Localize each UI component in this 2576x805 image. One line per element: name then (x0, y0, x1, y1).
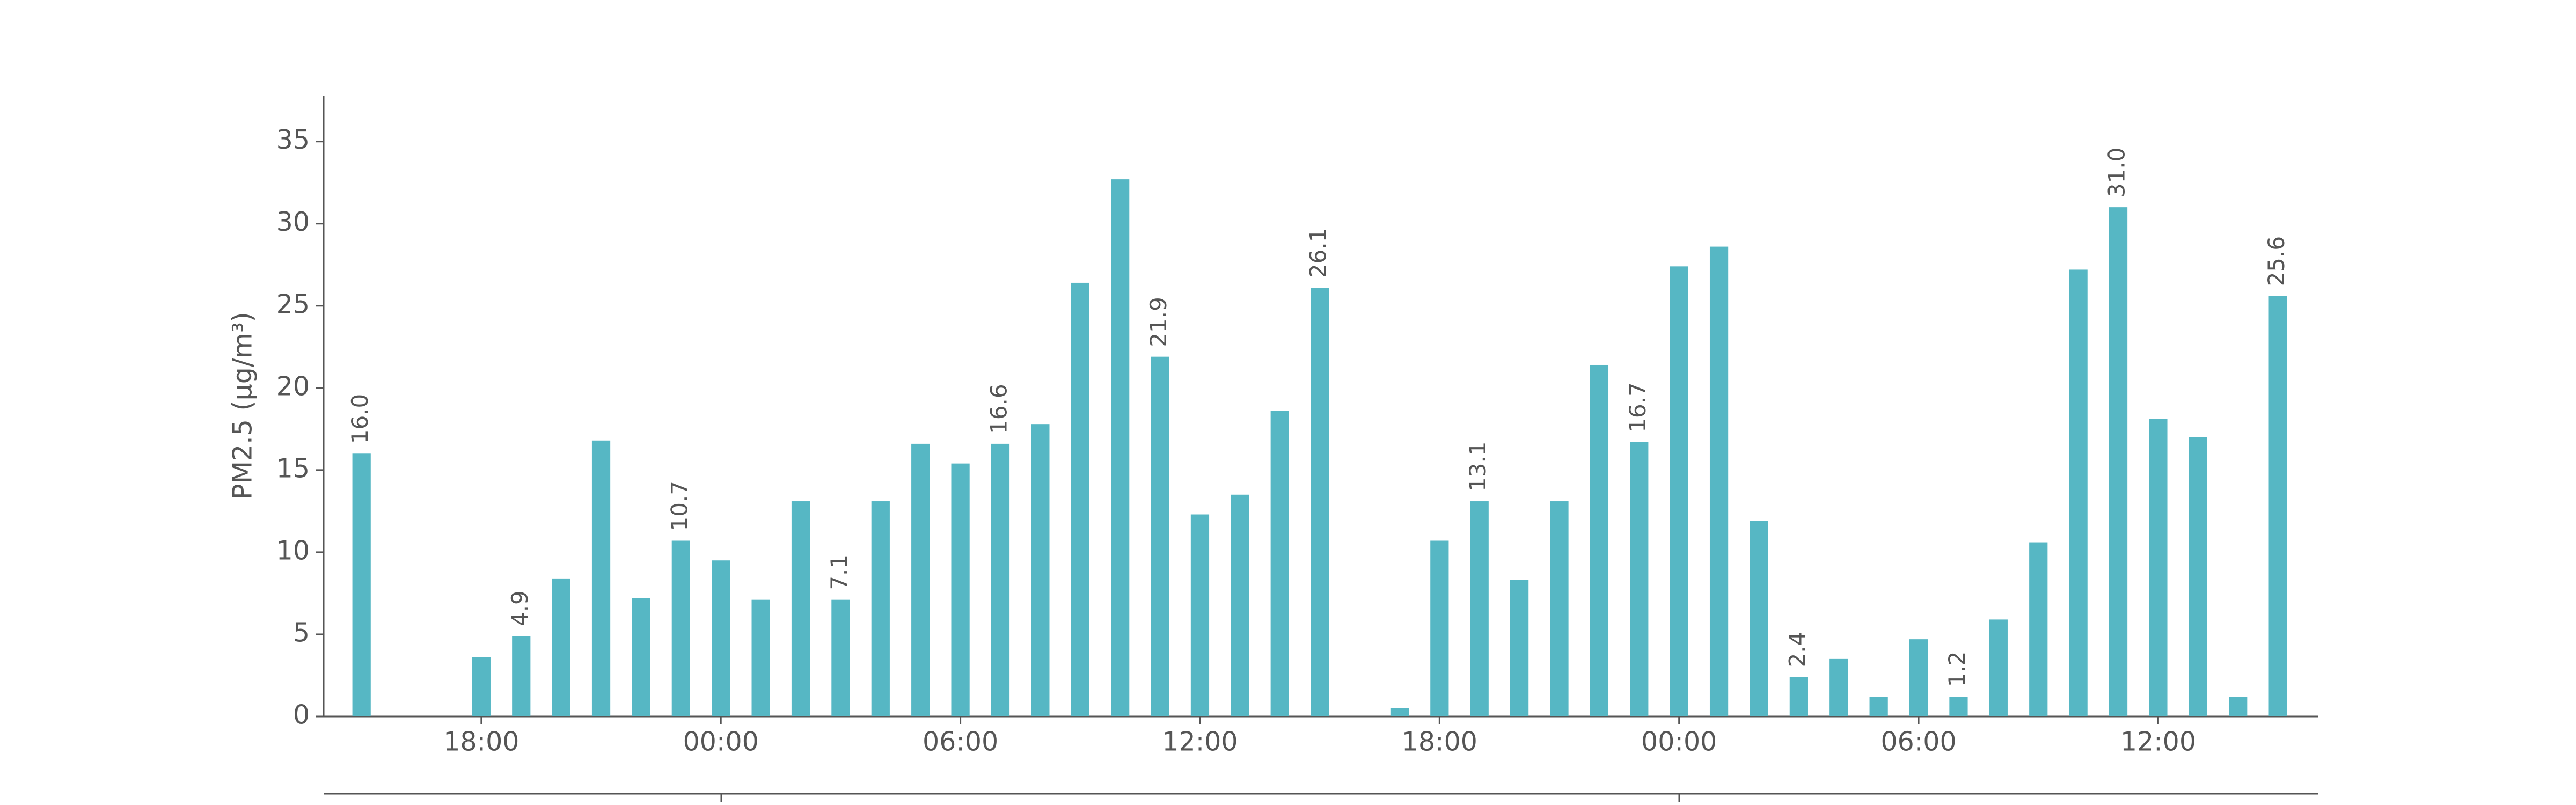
value-label: 16.6 (985, 384, 1012, 434)
bar (1829, 658, 1848, 716)
bar (751, 599, 770, 716)
x-tick-label: 00:00 (683, 727, 759, 757)
bar (2229, 697, 2248, 716)
value-label: 16.7 (1624, 382, 1651, 433)
x-tick-label: 12:00 (1162, 727, 1238, 757)
y-tick-label: 5 (293, 617, 310, 648)
y-tick-label: 25 (276, 289, 310, 319)
bar (1151, 356, 1169, 716)
y-tick-label: 30 (276, 207, 310, 237)
bar (1071, 282, 1089, 716)
value-label: 7.1 (826, 554, 852, 590)
value-label: 25.6 (2263, 236, 2289, 287)
value-label: 21.9 (1145, 297, 1172, 347)
bar (911, 443, 930, 716)
x-tick-label: 06:00 (923, 727, 998, 757)
bar (1590, 364, 1609, 716)
bar (1430, 540, 1449, 716)
y-tick-label: 35 (276, 125, 310, 155)
bar (1111, 179, 1130, 717)
y-tick-label: 0 (293, 700, 310, 730)
bar (1270, 411, 1289, 716)
bar (1709, 246, 1729, 716)
bar (1989, 619, 2008, 716)
bar (831, 599, 850, 716)
bar (352, 453, 371, 716)
value-label: 1.2 (1944, 651, 1970, 687)
bar (1550, 501, 1569, 716)
bar (1789, 677, 1808, 716)
value-label: 31.0 (2104, 148, 2130, 198)
bar (2109, 207, 2128, 716)
bar (1630, 442, 1649, 716)
bar (552, 578, 570, 716)
y-axis-label: PM2.5 (μg/m³) (228, 312, 258, 500)
x-tick-label: 18:00 (443, 727, 519, 757)
x-tick-label: 12:00 (2120, 727, 2196, 757)
value-label: 2.4 (1784, 632, 1810, 668)
bar (791, 501, 810, 716)
bar (1869, 697, 1888, 716)
value-label: 4.9 (507, 590, 533, 626)
value-label: 16.0 (347, 394, 373, 444)
bar (1031, 424, 1050, 716)
bar (1909, 639, 1928, 716)
bar (2149, 419, 2168, 716)
bar (2029, 542, 2048, 716)
bar (1510, 580, 1529, 716)
bar (472, 657, 491, 716)
bar (871, 501, 890, 716)
bar (2069, 269, 2088, 717)
bar (1390, 708, 1409, 716)
x-tick-label: 00:00 (1641, 727, 1717, 757)
x-tick-label: 18:00 (1402, 727, 1477, 757)
bar (991, 443, 1010, 716)
y-tick-label: 20 (276, 371, 310, 401)
y-tick-label: 15 (276, 453, 310, 484)
bar (512, 636, 531, 716)
bar (1470, 501, 1489, 716)
value-label: 26.1 (1305, 228, 1331, 279)
value-label: 10.7 (666, 481, 692, 531)
bar (951, 463, 970, 716)
bar (591, 440, 611, 716)
bar (632, 598, 650, 716)
bar (1949, 697, 1968, 716)
bar (1670, 266, 1688, 717)
bar (1311, 288, 1329, 716)
bar (1231, 494, 1249, 716)
y-tick-label: 10 (276, 535, 310, 566)
bar (1190, 514, 1210, 716)
bar (1750, 521, 1768, 716)
value-label: 13.1 (1465, 442, 1491, 492)
bar (712, 560, 730, 716)
x-tick-label: 06:00 (1880, 727, 1956, 757)
bar (2189, 437, 2207, 716)
bar (671, 540, 690, 716)
bar (2268, 296, 2287, 716)
